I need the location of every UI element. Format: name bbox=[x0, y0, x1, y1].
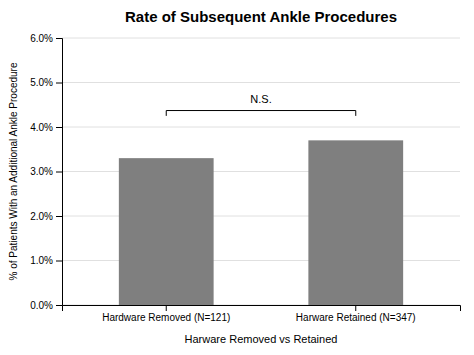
tick-label: 1.0% bbox=[30, 255, 53, 266]
tick-label: Harware Retained (N=347) bbox=[296, 312, 416, 323]
tick-mark bbox=[56, 38, 62, 39]
tick-mark bbox=[56, 261, 62, 262]
tick: 6.0% bbox=[30, 33, 62, 44]
tick-label: 5.0% bbox=[30, 77, 53, 88]
bars bbox=[119, 140, 403, 305]
annotation-text: N.S. bbox=[250, 93, 271, 105]
y-axis: 0.0% 1.0% 2.0% 3.0% 4.0% 5.0% 6.0% bbox=[30, 33, 62, 311]
grid-line bbox=[62, 82, 460, 83]
tick-label: 4.0% bbox=[30, 122, 53, 133]
tick: Harware Retained (N=347) bbox=[296, 305, 416, 323]
tick-label: 2.0% bbox=[30, 211, 53, 222]
tick: 4.0% bbox=[30, 122, 62, 133]
bar bbox=[308, 140, 403, 305]
grid-line bbox=[62, 127, 460, 128]
x-axis-title: Harware Removed vs Retained bbox=[185, 333, 338, 345]
tick: Hardware Removed (N=121) bbox=[102, 305, 230, 323]
tick-label: 0.0% bbox=[30, 300, 53, 311]
axis-line bbox=[56, 39, 63, 306]
tick-mark bbox=[166, 305, 167, 311]
bracket-line bbox=[355, 111, 356, 116]
x-axis: Hardware Removed (N=121) Harware Retained… bbox=[63, 305, 461, 323]
title: Rate of Subsequent Ankle Procedures bbox=[125, 8, 397, 25]
tick-label: 3.0% bbox=[30, 166, 53, 177]
grid bbox=[62, 38, 460, 305]
tick: 3.0% bbox=[30, 166, 62, 177]
tick: 2.0% bbox=[30, 211, 62, 222]
tick: 1.0% bbox=[30, 255, 62, 266]
tick-mark bbox=[355, 305, 356, 311]
tick: 5.0% bbox=[30, 77, 62, 88]
bracket-line bbox=[166, 110, 356, 111]
annotation: N.S. bbox=[166, 93, 356, 116]
plot: 0.0% 1.0% 2.0% 3.0% 4.0% 5.0% 6.0% Hardware Rem… bbox=[30, 33, 460, 323]
y-axis-title: % of Patients With an Additional Ankle P… bbox=[8, 62, 19, 280]
bar bbox=[119, 158, 214, 305]
tick-label: 6.0% bbox=[30, 33, 53, 44]
tick-mark bbox=[56, 127, 62, 128]
tick-mark bbox=[56, 305, 62, 306]
tick-mark bbox=[56, 216, 62, 217]
axis-line bbox=[63, 306, 461, 312]
tick-mark bbox=[56, 172, 62, 173]
tick-label: Hardware Removed (N=121) bbox=[102, 312, 230, 323]
chart: 0.0% 1.0% 2.0% 3.0% 4.0% 5.0% 6.0% Hardware Rem… bbox=[0, 0, 474, 355]
grid-line bbox=[62, 38, 460, 39]
tick-mark bbox=[56, 83, 62, 84]
chart-container: 0.0% 1.0% 2.0% 3.0% 4.0% 5.0% 6.0% Hardware Rem… bbox=[0, 0, 474, 355]
tick: 0.0% bbox=[30, 300, 62, 311]
bracket-line bbox=[166, 111, 167, 116]
